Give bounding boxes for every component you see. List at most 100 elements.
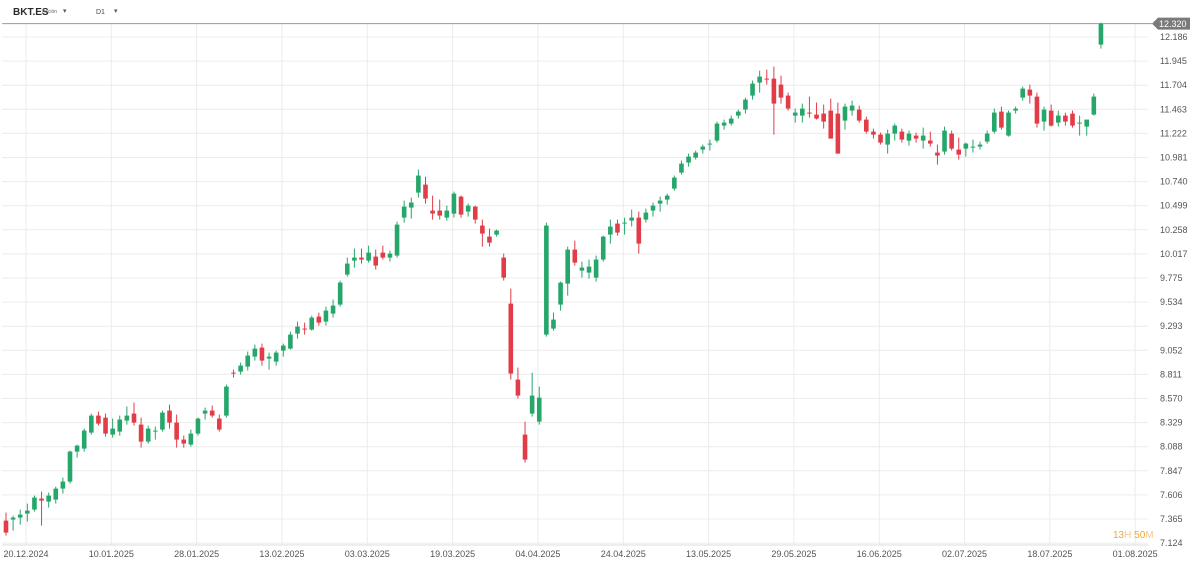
candle-body-down bbox=[807, 112, 812, 114]
candle-body-down bbox=[636, 217, 642, 244]
candle-body-up bbox=[593, 259, 599, 278]
candle-body-down bbox=[1034, 96, 1040, 124]
x-tick-label: 20.12.2024 bbox=[3, 549, 48, 559]
candle-body-up bbox=[963, 143, 969, 149]
candle-body-down bbox=[1063, 115, 1068, 122]
candle-body-down bbox=[316, 316, 322, 323]
candle-body-down bbox=[935, 152, 940, 156]
candle-body-up bbox=[416, 175, 421, 193]
candle-body-up bbox=[693, 152, 698, 158]
candle-body-down bbox=[778, 84, 784, 98]
candle-body-down bbox=[501, 257, 506, 278]
candle-body-up bbox=[74, 445, 80, 452]
candle-body-up bbox=[344, 263, 350, 275]
candle-body-up bbox=[942, 130, 947, 152]
candle-body-down bbox=[209, 410, 215, 416]
candle-body-up bbox=[679, 163, 684, 173]
candle-body-down bbox=[423, 184, 428, 199]
y-tick-label: 9.775 bbox=[1160, 273, 1183, 283]
candle-body-up bbox=[664, 195, 670, 200]
current-price-tag bbox=[1152, 17, 1190, 30]
candle-body-up bbox=[600, 236, 606, 260]
candle-body-up bbox=[977, 144, 983, 147]
candle-body-up bbox=[295, 326, 300, 334]
candle-body-up bbox=[757, 76, 762, 83]
candle-body-up bbox=[60, 481, 66, 489]
candle-body-down bbox=[821, 113, 826, 122]
candle-body-up bbox=[394, 224, 400, 256]
candle-body-down bbox=[515, 379, 521, 396]
candle-body-down bbox=[181, 439, 187, 444]
candle-body-up bbox=[245, 355, 251, 367]
x-tick-label: 03.03.2025 bbox=[345, 549, 390, 559]
candle-body-up bbox=[892, 125, 898, 134]
candle-body-up bbox=[252, 348, 258, 357]
candle-body-down bbox=[828, 110, 834, 139]
candle-body-up bbox=[25, 510, 30, 514]
candle-body-down bbox=[480, 225, 485, 234]
candle-body-up bbox=[544, 225, 549, 335]
candle-body-down bbox=[899, 131, 905, 140]
candle-body-up bbox=[657, 200, 663, 204]
candle-body-up bbox=[707, 143, 713, 145]
y-tick-label: 11.945 bbox=[1160, 56, 1187, 66]
candle-body-down bbox=[39, 498, 44, 501]
candle-body-up bbox=[451, 193, 457, 214]
x-tick-label: 02.07.2025 bbox=[942, 549, 987, 559]
y-tick-label: 7.847 bbox=[1160, 466, 1183, 476]
candle-body-down bbox=[131, 413, 137, 423]
candle-body-down bbox=[458, 196, 464, 215]
candle-body-down bbox=[174, 422, 179, 440]
candle-body-down bbox=[259, 347, 265, 361]
candle-body-up bbox=[920, 135, 926, 141]
candle-body-up bbox=[408, 202, 414, 208]
candle-body-up bbox=[1084, 119, 1090, 127]
x-tick-label: 28.01.2025 bbox=[174, 549, 219, 559]
candle-body-down bbox=[871, 131, 876, 135]
symbol-dropdown-icon[interactable]: ▾ bbox=[63, 8, 67, 15]
x-tick-label: 13.05.2025 bbox=[686, 549, 731, 559]
candle-body-down bbox=[771, 78, 777, 104]
candle-body-up bbox=[1077, 122, 1082, 124]
current-price-label: 12.320 bbox=[1159, 19, 1187, 29]
candle-body-up bbox=[67, 451, 73, 482]
candle-body-down bbox=[217, 418, 222, 430]
timeframe-dropdown-icon[interactable]: ▾ bbox=[114, 8, 118, 15]
candle-body-up bbox=[906, 133, 912, 141]
candle-body-down bbox=[1048, 110, 1054, 126]
candle-body-up bbox=[622, 222, 627, 224]
candle-body-up bbox=[81, 430, 87, 449]
candle-body-up bbox=[1013, 108, 1018, 111]
candle-body-up bbox=[224, 386, 229, 416]
candle-body-up bbox=[558, 282, 563, 305]
candle-body-up bbox=[494, 230, 499, 235]
symbol-label[interactable]: BKT.ES bbox=[13, 7, 49, 18]
candle-body-up bbox=[117, 419, 123, 432]
x-tick-label: 16.06.2025 bbox=[857, 549, 902, 559]
candle-body-up bbox=[714, 123, 720, 141]
candle-body-down bbox=[167, 410, 172, 423]
candle-body-up bbox=[1055, 115, 1061, 123]
y-tick-label: 7.365 bbox=[1160, 514, 1183, 524]
candle-body-up bbox=[842, 106, 848, 121]
candle-body-up bbox=[188, 433, 194, 445]
candle-body-down bbox=[96, 415, 101, 424]
timeframe-label[interactable]: D1 bbox=[96, 9, 105, 16]
candle-body-down bbox=[380, 252, 386, 258]
candle-body-up bbox=[643, 212, 649, 220]
candle-body-up bbox=[32, 497, 37, 510]
candle-body-up bbox=[89, 415, 94, 433]
candle-body-down bbox=[956, 149, 962, 155]
candle-body-up bbox=[579, 267, 585, 271]
instrument-type-label: Acción bbox=[42, 9, 58, 15]
candle-body-up bbox=[984, 133, 990, 142]
candle-body-down bbox=[373, 256, 379, 266]
y-tick-label: 9.293 bbox=[1160, 321, 1183, 331]
y-tick-label: 8.570 bbox=[1160, 394, 1183, 404]
candle-body-up bbox=[145, 428, 151, 442]
candle-body-up bbox=[736, 111, 741, 116]
candle-body-up bbox=[586, 266, 592, 273]
candle-body-down bbox=[1027, 89, 1033, 96]
candle-body-down bbox=[1070, 113, 1075, 126]
